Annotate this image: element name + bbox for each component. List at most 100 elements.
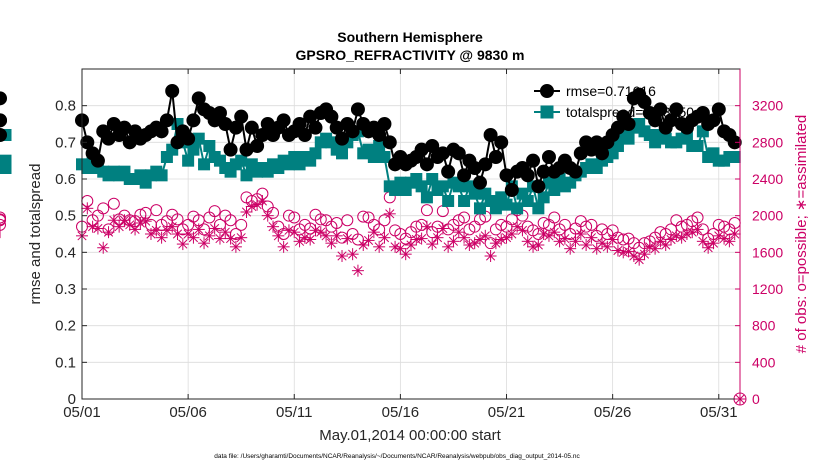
obs-assimilated-point [389, 240, 402, 253]
rmse-point [526, 153, 541, 168]
rmse-point [727, 135, 742, 150]
obs-assimilated-point [107, 214, 120, 227]
chart-title: Southern Hemisphere [337, 29, 483, 45]
obs-possible-point [378, 214, 391, 227]
obs-assimilated-point [97, 241, 110, 254]
series-layer [0, 84, 747, 406]
obs-assimilated-point [558, 232, 571, 245]
rmse-point [234, 109, 249, 124]
obs-assimilated-point [134, 217, 147, 229]
rmse-point [159, 113, 174, 128]
obs-assimilated-point [81, 202, 94, 215]
legend: rmse=0.71616 totalspread=0.63150 [534, 83, 694, 120]
rmse-point [276, 113, 291, 128]
spread-point [198, 158, 211, 171]
spread-point [452, 180, 465, 193]
obs-assimilated-point [224, 232, 237, 245]
spread-point [309, 147, 322, 160]
obs-assimilated-point [166, 220, 179, 233]
obs-assimilated-point [479, 229, 492, 242]
legend-spread-marker [540, 105, 554, 119]
obs-assimilated-point [516, 224, 529, 237]
spread-point [436, 180, 449, 193]
obs-assimilated-point [399, 248, 412, 261]
rmse-point [531, 179, 546, 194]
obs-possible-point [235, 218, 248, 231]
y2-tick-label: 3200 [752, 98, 783, 114]
spread-point [203, 140, 216, 152]
spread-point [378, 151, 391, 163]
x-tick-label: 05/06 [169, 404, 207, 421]
obs-assimilated-point [129, 223, 142, 236]
spread-point [511, 202, 524, 215]
chart-subtitle: GPSRO_REFRACTIVITY @ 9830 m [296, 47, 525, 63]
obs-possible-point [0, 218, 6, 231]
obs-assimilated-point [649, 242, 662, 255]
obs-assimilated-point [325, 237, 338, 250]
rmse-point [165, 84, 180, 98]
obs-assimilated-point [346, 248, 359, 261]
obs-possible-point [282, 209, 295, 222]
obs-possible-point [224, 214, 237, 227]
obs-assimilated-point [139, 215, 152, 228]
obs-possible-point [208, 205, 221, 218]
spread-point [548, 184, 561, 196]
obs-assimilated-point [277, 240, 290, 253]
rmse-point [345, 124, 360, 139]
rmse-point [441, 164, 456, 179]
obs-assimilated-point [569, 235, 582, 248]
obs-assimilated-point [229, 240, 242, 253]
obs-assimilated-point [415, 232, 428, 245]
rmse-point [541, 150, 556, 164]
spread-point [367, 151, 380, 163]
obs-assimilated-point [447, 235, 460, 248]
obs-assimilated-point [574, 228, 587, 240]
obs-possible-point [458, 211, 471, 224]
obs-assimilated-point [532, 239, 545, 251]
obs-assimilated-point [150, 224, 163, 237]
y2-tick-label: 800 [752, 318, 776, 334]
obs-assimilated-point [91, 222, 104, 235]
y-tick-label: 0.8 [55, 98, 76, 115]
obs-assimilated-point [383, 207, 396, 220]
obs-assimilated-point [256, 195, 269, 207]
spread-point [0, 162, 12, 174]
spread-point [442, 195, 455, 207]
rmse-point [478, 157, 493, 172]
obs-assimilated-point [293, 235, 306, 248]
spread-point [426, 173, 439, 185]
obs-assimilated-point [585, 231, 598, 244]
obs-assimilated-point [219, 226, 232, 239]
obs-assimilated-point [367, 226, 380, 239]
x-tick-label: 05/11 [276, 404, 312, 421]
y2-tick-label: 2800 [752, 134, 783, 150]
obs-possible-point [341, 214, 354, 227]
spread-point [500, 198, 513, 211]
rmse-point [504, 183, 519, 197]
rmse-point [308, 120, 323, 135]
obs-assimilated-point [728, 228, 741, 240]
y2-tick-label: 0 [752, 391, 760, 407]
rmse-point [568, 164, 583, 179]
obs-assimilated-point [537, 228, 550, 240]
obs-assimilated-point [144, 228, 157, 240]
rmse-point [711, 102, 726, 117]
x-tick-label: 05/16 [382, 404, 420, 421]
obs-assimilated-point [723, 235, 736, 248]
obs-assimilated-point [580, 239, 593, 251]
obs-assimilated-point [484, 250, 497, 262]
obs-assimilated-point [548, 226, 561, 239]
obs-assimilated-point [452, 226, 465, 239]
obs-assimilated-point [473, 233, 486, 246]
obs-assimilated-point [282, 224, 295, 237]
obs-assimilated-point [670, 229, 683, 242]
obs-assimilated-point [691, 223, 704, 236]
x-tick-label: 05/26 [594, 404, 632, 421]
obs-possible-point [0, 214, 6, 227]
obs-assimilated-point [304, 233, 317, 246]
y2-tick-label: 2400 [752, 171, 783, 187]
obs-assimilated-point [102, 226, 115, 239]
x-tick-label: 05/01 [63, 404, 101, 421]
obs-assimilated-point [622, 245, 635, 258]
obs-possible-point [495, 218, 508, 231]
